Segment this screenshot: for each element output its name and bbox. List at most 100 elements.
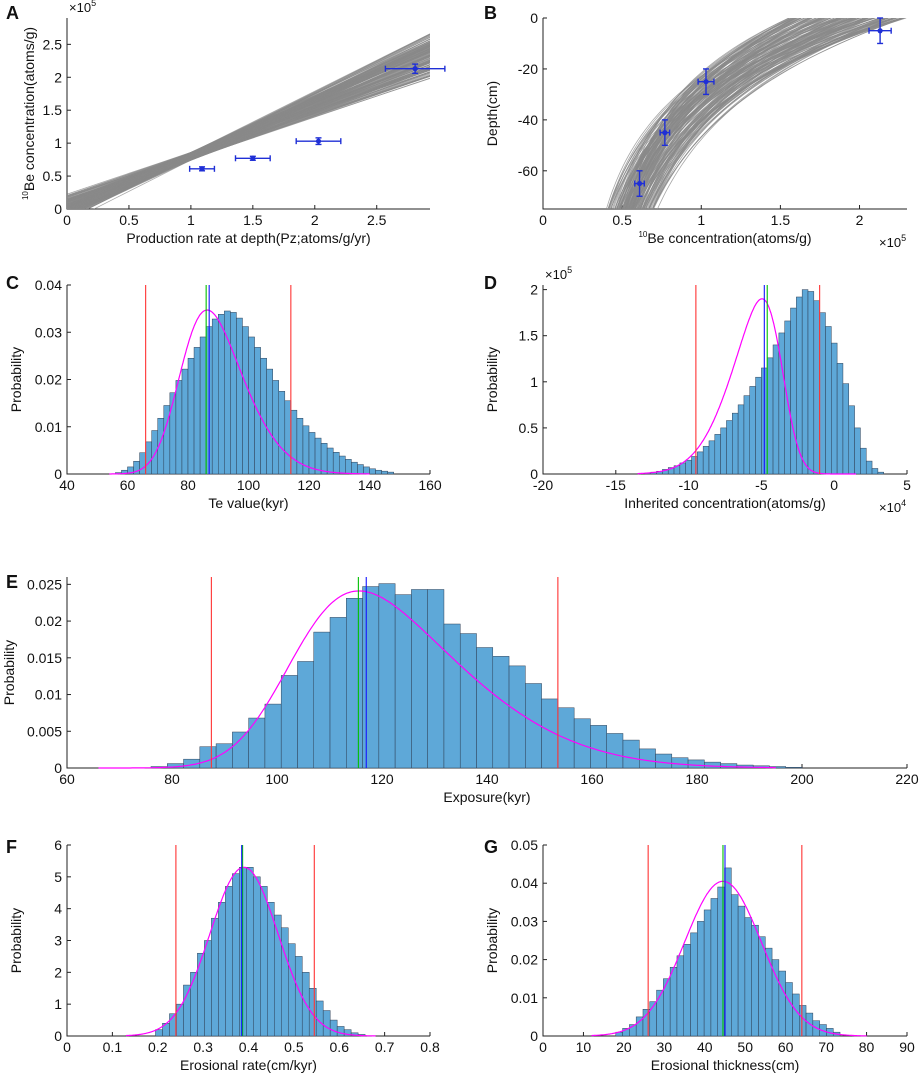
y-tick-label: 0.025 — [27, 576, 62, 592]
histogram-bar — [387, 471, 394, 475]
point-marker — [636, 180, 643, 187]
x-tick-label: 120 — [370, 771, 394, 787]
x-axis-label: Erosional rate(cm/kyr) — [180, 1057, 317, 1073]
histogram-bar — [411, 589, 428, 769]
histogram-bar — [669, 966, 678, 1037]
y-tick-label: 1.5 — [519, 328, 539, 344]
y-axis-label: Probability — [484, 347, 500, 412]
histogram-bar — [642, 1009, 651, 1037]
x-tick-label: 0.7 — [375, 1039, 395, 1055]
histogram-bar — [848, 405, 855, 475]
model-line — [633, 18, 889, 209]
histogram-bar — [557, 707, 575, 769]
x-tick-label: 0 — [539, 212, 547, 228]
histogram-bar — [362, 586, 380, 769]
point-marker — [877, 28, 883, 34]
histogram-bar — [236, 317, 243, 475]
x-tick-label: 0.8 — [420, 1039, 440, 1055]
histogram-bar — [264, 703, 282, 769]
y-tick-label: 0.01 — [35, 419, 62, 435]
model-line — [67, 68, 430, 196]
histogram-bar — [685, 459, 692, 475]
y-tick-label: 0 — [530, 10, 538, 26]
histogram-bar — [322, 1010, 331, 1037]
x-axis-label: Inherited concentration(atoms/g) — [624, 495, 826, 511]
x-tick-label: 5 — [903, 477, 911, 493]
x-multiplier-exp: 5 — [901, 233, 906, 243]
axes-A: 0 0.5 1 1.5 2 2.5 0 0.5 1 1.5 2 2.5 Production rate … — [21, 0, 446, 246]
histogram-bar — [807, 291, 815, 475]
histogram-bar — [697, 451, 704, 475]
x-tick-label: 0.2 — [148, 1039, 168, 1055]
x-tick-label: 40 — [697, 1039, 713, 1055]
point-marker — [250, 155, 256, 161]
histogram-bar — [175, 380, 183, 475]
histogram-bar — [199, 336, 207, 475]
histogram-bar — [749, 386, 756, 475]
histogram-bars — [155, 867, 366, 1037]
histogram-bar — [287, 943, 296, 1037]
histogram-bar — [671, 757, 689, 769]
x-tick-label: 2 — [311, 212, 319, 228]
point-marker — [662, 130, 668, 136]
x-tick-label: 0 — [539, 1039, 547, 1055]
x-tick-label: 2 — [856, 212, 864, 228]
model-line — [657, 18, 895, 209]
point-marker — [199, 166, 205, 172]
x-axis-label: Erosional thickness(cm) — [651, 1057, 800, 1073]
histogram-bar — [232, 731, 249, 769]
histogram-bar — [176, 1003, 184, 1037]
histogram-bar — [656, 989, 664, 1037]
histogram-bar — [248, 717, 266, 769]
model-line — [629, 18, 848, 209]
y-tick-label: 0.015 — [27, 650, 62, 666]
y-tick-label: -20 — [518, 61, 538, 77]
histogram-bar — [590, 725, 607, 769]
histogram-bar — [854, 427, 861, 475]
histogram-bar — [704, 761, 721, 769]
y-tick-label: 5 — [54, 869, 62, 885]
histogram-bar — [308, 988, 317, 1037]
y-multiplier: ×105 — [69, 0, 96, 15]
histogram-bar — [218, 314, 225, 475]
histogram-bar — [785, 767, 803, 769]
model-line — [614, 18, 854, 209]
y-tick-label: 0.03 — [511, 913, 538, 929]
x-tick-label: 0.6 — [330, 1039, 350, 1055]
histogram-bar — [357, 464, 364, 475]
histogram-bar — [260, 886, 268, 1037]
histogram-bar — [363, 466, 370, 475]
histogram-bar — [218, 902, 226, 1037]
x-tick-label: 70 — [818, 1039, 834, 1055]
model-line — [617, 18, 801, 209]
histogram-bar — [378, 583, 396, 769]
data-point — [188, 165, 216, 172]
y-axis-label: Probability — [484, 908, 500, 973]
x-tick-label: -20 — [533, 477, 553, 493]
histogram-bar — [199, 746, 217, 769]
histogram-bar — [785, 982, 793, 1037]
panel-label-g: G — [484, 837, 498, 857]
data-point — [384, 63, 446, 75]
x-tick-label: 0.5 — [612, 212, 632, 228]
axes-C: 40 60 80 100 120 140 160 0 0.01 0.02 0.03 0.04 Te va… — [8, 277, 442, 511]
x-tick-label: 160 — [580, 771, 604, 787]
y-tick-label: 4 — [54, 901, 62, 917]
x-multiplier-base: ×10 — [879, 235, 901, 250]
histogram-bar — [731, 894, 739, 1037]
x-tick-label: 120 — [297, 477, 321, 493]
histogram-bar — [280, 675, 298, 769]
histogram-bar — [831, 342, 838, 475]
y-multiplier-exp: 5 — [91, 0, 96, 8]
histogram-bar — [145, 441, 152, 475]
model-line — [626, 18, 882, 209]
histogram-bar — [313, 631, 331, 769]
x-tick-label: 0 — [63, 1039, 71, 1055]
x-axis-label: Production rate at depth(Pz;atoms/g/yr) — [126, 230, 370, 246]
point-marker — [412, 66, 418, 72]
x-tick-label: 0.5 — [119, 212, 139, 228]
histogram-bar — [492, 656, 510, 769]
y-axis-label: Depth(cm) — [484, 81, 500, 146]
histogram-bar — [232, 873, 240, 1037]
